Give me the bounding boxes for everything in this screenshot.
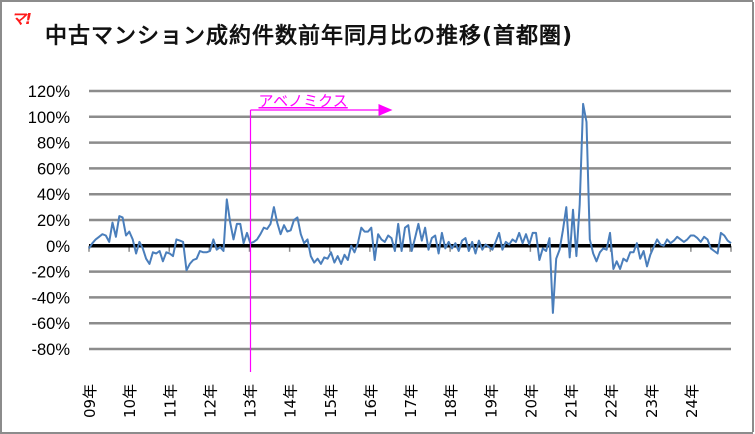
series-line	[88, 102, 732, 314]
x-tick-label: 21年	[563, 384, 581, 418]
y-tick-label: 0%	[46, 238, 70, 256]
x-tick-label: 15年	[322, 384, 340, 418]
x-tick-label: 12年	[201, 384, 219, 418]
y-tick-label: -20%	[31, 264, 70, 282]
gridlines	[89, 89, 731, 351]
x-tick-label: 09年	[81, 384, 99, 418]
x-tick-label: 13年	[242, 384, 260, 418]
y-tick-label: -80%	[31, 341, 70, 359]
y-tick-label: 80%	[37, 135, 70, 153]
x-axis-labels: 09年 10年 11年 12年 13年 14年 15年 16年 17年 18年 19年 20年 21年 2…	[81, 384, 701, 418]
brand-logo-icon: マ!	[11, 10, 32, 28]
chart-title: 中古マンション成約件数前年同月比の推移(首都圏)	[45, 24, 574, 49]
x-tick-label: 19年	[482, 384, 500, 418]
x-tick-label: 24年	[683, 384, 701, 418]
x-tick-label: 18年	[442, 384, 460, 418]
y-tick-label: 100%	[28, 109, 71, 127]
annotation-label: アベノミクス	[258, 92, 347, 110]
y-tick-label: -40%	[31, 289, 70, 307]
chart-frame-right-border	[752, 2, 754, 432]
x-tick-label: 11年	[161, 384, 179, 418]
y-tick-label: 20%	[37, 212, 70, 230]
yoy-series-line	[88, 102, 732, 314]
y-tick-label: 40%	[37, 186, 70, 204]
abenomics-annotation: アベノミクス	[249, 92, 393, 372]
arrow-right-icon	[378, 104, 393, 116]
x-tick-label: 16年	[362, 384, 380, 418]
x-tick-label: 14年	[282, 384, 300, 418]
x-tick-label: 17年	[402, 384, 420, 418]
y-axis-labels: 120% 100% 80% 60% 40% 20% 0% -20% -40% -60% -80%	[28, 83, 71, 359]
y-tick-label: 60%	[37, 160, 70, 178]
x-tick-label: 23年	[643, 384, 661, 418]
y-tick-label: -60%	[31, 315, 70, 333]
x-tick-label: 22年	[603, 384, 621, 418]
y-tick-label: 120%	[28, 83, 71, 101]
x-tick-label: 20年	[522, 384, 540, 418]
x-tick-label: 10年	[121, 384, 139, 418]
